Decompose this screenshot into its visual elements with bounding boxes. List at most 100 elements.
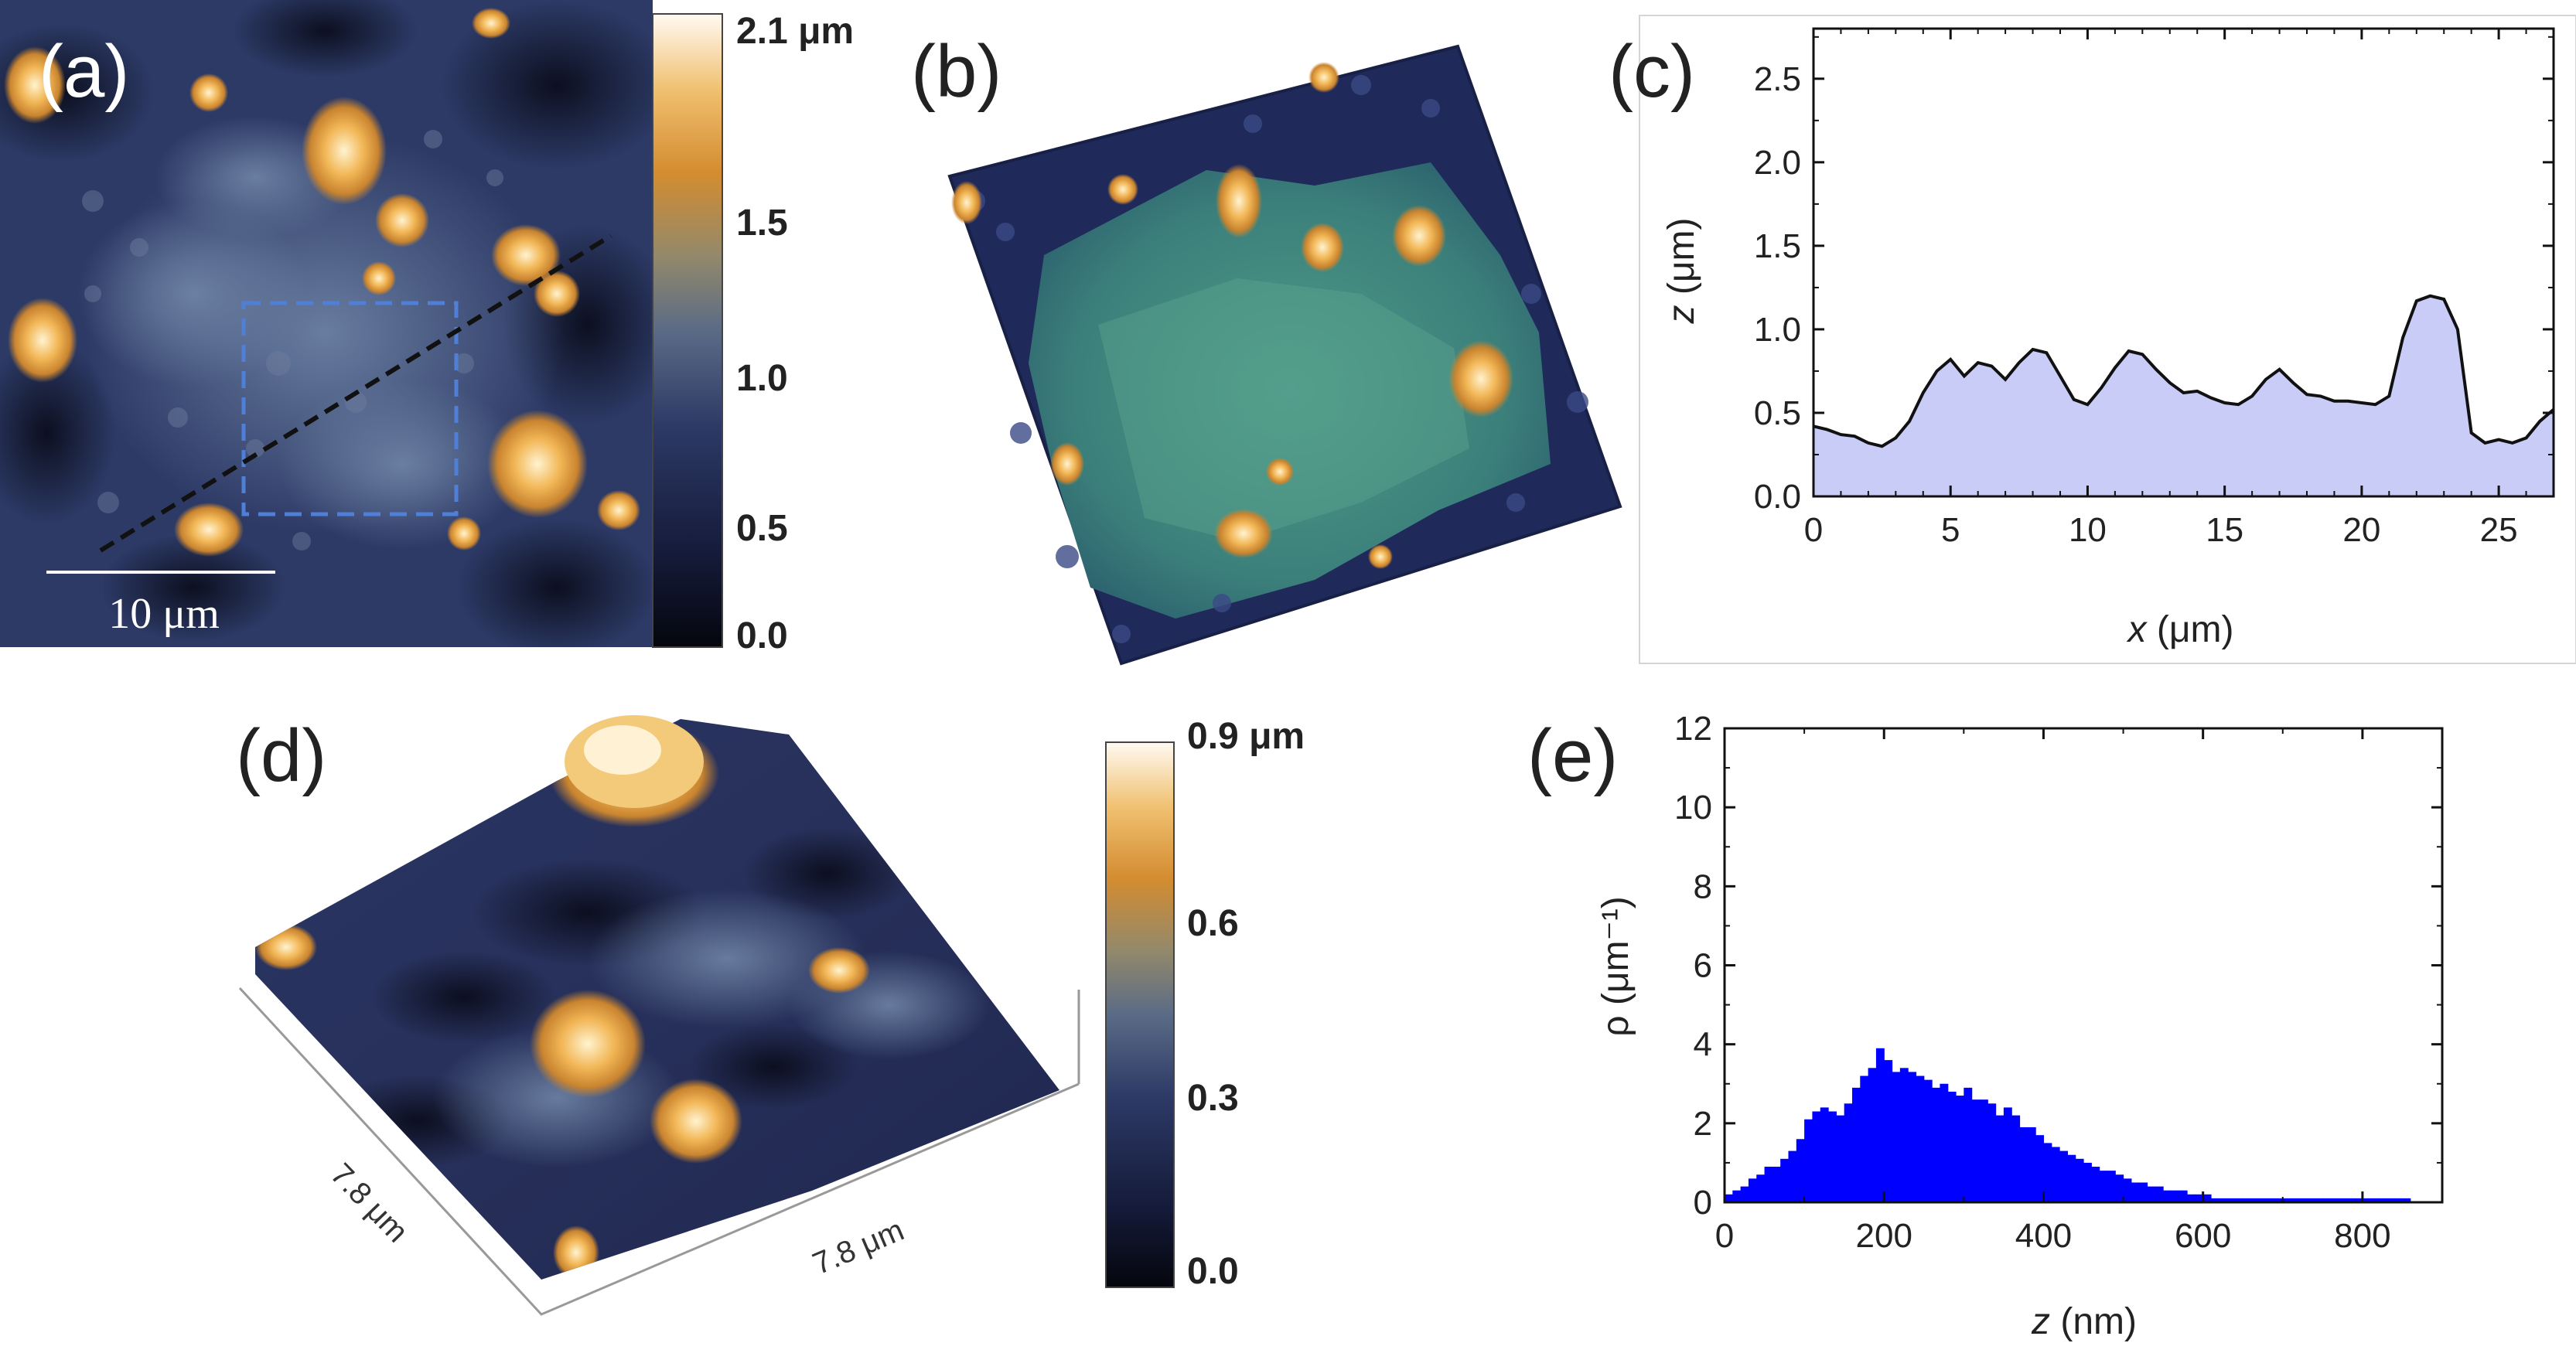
histogram-bar [2243, 1198, 2252, 1202]
histogram-bar [2035, 1135, 2045, 1202]
histogram-bar [2123, 1178, 2132, 1202]
colorbar-d: 0.9 μm 0.6 0.3 0.0 [1105, 716, 1305, 1292]
histogram-bar [2139, 1182, 2148, 1202]
x-axis-label-e: z (nm) [2031, 1301, 2137, 1342]
profile-area [1813, 295, 2554, 496]
y-tick-label: 4 [1694, 1026, 1712, 1064]
histogram-bar [2091, 1167, 2100, 1202]
histogram-bar [2378, 1198, 2387, 1202]
histogram-bar [1836, 1115, 1845, 1202]
x-axis-label-e-var: z [2031, 1301, 2050, 1342]
histogram-bar [1740, 1186, 1749, 1202]
histogram-bar [2250, 1198, 2260, 1202]
histogram-bar [2394, 1198, 2404, 1202]
histogram-bar [1820, 1107, 1829, 1202]
dimension-label-x: 7.8 μm [324, 1157, 415, 1249]
panel-c: (c) 0 5 10 15 20 250.00.51.01.52.02.5 x (μm) … [1609, 15, 2576, 664]
x-axis-label-var: x [2127, 609, 2148, 650]
histogram-bar [2386, 1198, 2395, 1202]
histogram-bar [2258, 1198, 2267, 1202]
histogram-bar [2202, 1194, 2212, 1202]
colorbar-a-tick: 2.1 μm [736, 11, 854, 52]
histogram-bar [1860, 1075, 1869, 1202]
histogram-bar [1788, 1150, 1797, 1202]
histogram-bar [2075, 1158, 2084, 1202]
panel-e: (e) 0 200 400 600 800 0 2 4 6 8 10 12 z (nm) ρ (μm⁻… [1527, 710, 2444, 1342]
y-axis-label: z (μm) [1661, 218, 1702, 325]
histogram-bar [2067, 1154, 2076, 1202]
histogram-bar [1995, 1115, 2005, 1202]
histogram-bar [2362, 1198, 2371, 1202]
histogram-bar [2402, 1198, 2411, 1202]
profile-line-series [1813, 294, 2555, 448]
x-tick-label: 20 [2342, 511, 2380, 549]
height-profile-chart: 0 5 10 15 20 25 0.0 0.5 1.0 1.5 2.0 2.5 [1754, 27, 2555, 549]
histogram-bar [2083, 1162, 2092, 1202]
panel-b: (b) [911, 30, 1622, 666]
profile-line [99, 233, 612, 553]
histogram-bar [2282, 1198, 2291, 1202]
colorbar-a-tick: 1.0 [736, 358, 788, 399]
histogram-bar [1875, 1048, 1885, 1202]
y-tick-label: 0.5 [1754, 394, 1801, 432]
afm-height-map [0, 0, 653, 647]
y-tick-label: 0 [1694, 1184, 1712, 1222]
histogram-bar [2267, 1198, 2276, 1202]
histogram-bar [1956, 1096, 1964, 1202]
histogram-bar [1772, 1167, 1781, 1202]
histogram-bar [1780, 1158, 1790, 1202]
afm-3d-surface-b [947, 44, 1622, 666]
x-tick-label: 600 [2175, 1217, 2231, 1255]
histogram-bar [2059, 1150, 2068, 1202]
histogram-bar [2234, 1198, 2243, 1202]
histogram-bar [1884, 1060, 1893, 1202]
histogram-bar [2011, 1115, 2021, 1202]
scale-bar-label: 10 μm [108, 590, 220, 638]
histogram-bar [1732, 1190, 1742, 1202]
histogram-bar [2210, 1198, 2219, 1202]
x-tick-label: 200 [1856, 1217, 1912, 1255]
x-tick-label: 400 [2015, 1217, 2072, 1255]
histogram-bar [2179, 1190, 2188, 1202]
histogram-bar [2171, 1190, 2180, 1202]
histogram-bar [2051, 1147, 2060, 1202]
colorbar-a-tick: 1.5 [736, 203, 788, 244]
y-tick-label: 10 [1674, 789, 1712, 827]
histogram-bar [1851, 1087, 1861, 1202]
panel-d: (d) [236, 714, 1305, 1316]
histogram-bar [2115, 1174, 2124, 1202]
histogram-bar [2131, 1182, 2140, 1202]
histogram-bar [1804, 1119, 1813, 1202]
y-tick-label: 6 [1694, 947, 1712, 985]
histogram-bar [2306, 1198, 2315, 1202]
histogram-bar [1964, 1087, 1973, 1202]
afm-3d-surface-d: 7.8 μm 7.8 μm [238, 715, 1080, 1316]
histogram-bar [2099, 1171, 2108, 1202]
histogram-bar [1725, 1194, 1733, 1202]
histogram-bar [2354, 1198, 2363, 1202]
y-tick-label: 12 [1674, 710, 1712, 748]
histogram-bar [2019, 1127, 2028, 1202]
histogram-bar [1899, 1068, 1909, 1202]
panel-label-c: (c) [1609, 30, 1695, 113]
y-axis-label-e: ρ (μm⁻¹) [1595, 896, 1636, 1037]
x-tick-label: 25 [2480, 511, 2518, 549]
panel-label-b: (b) [911, 30, 1001, 113]
histogram-bar [1979, 1099, 1988, 1202]
histogram-bar [2187, 1194, 2196, 1202]
histogram-bar [1756, 1174, 1766, 1202]
histogram-bar [2330, 1198, 2339, 1202]
x-axis-label-e-unit: (nm) [2050, 1301, 2137, 1342]
colorbar-d-tick: 0.6 [1187, 903, 1239, 944]
histogram-bar [1844, 1103, 1853, 1202]
colorbar-a-tick: 0.5 [736, 508, 788, 549]
histogram-bar [2338, 1198, 2347, 1202]
panel-label-a: (a) [39, 30, 129, 113]
histogram-bar [1796, 1139, 1805, 1202]
colorbar-d-tick: 0.9 μm [1187, 716, 1305, 757]
x-tick-label: 800 [2334, 1217, 2390, 1255]
y-tick-label: 0.0 [1754, 478, 1801, 516]
y-tick-label: 2 [1694, 1105, 1712, 1143]
panel-label-d: (d) [236, 714, 326, 797]
x-tick-label: 10 [2069, 511, 2107, 549]
